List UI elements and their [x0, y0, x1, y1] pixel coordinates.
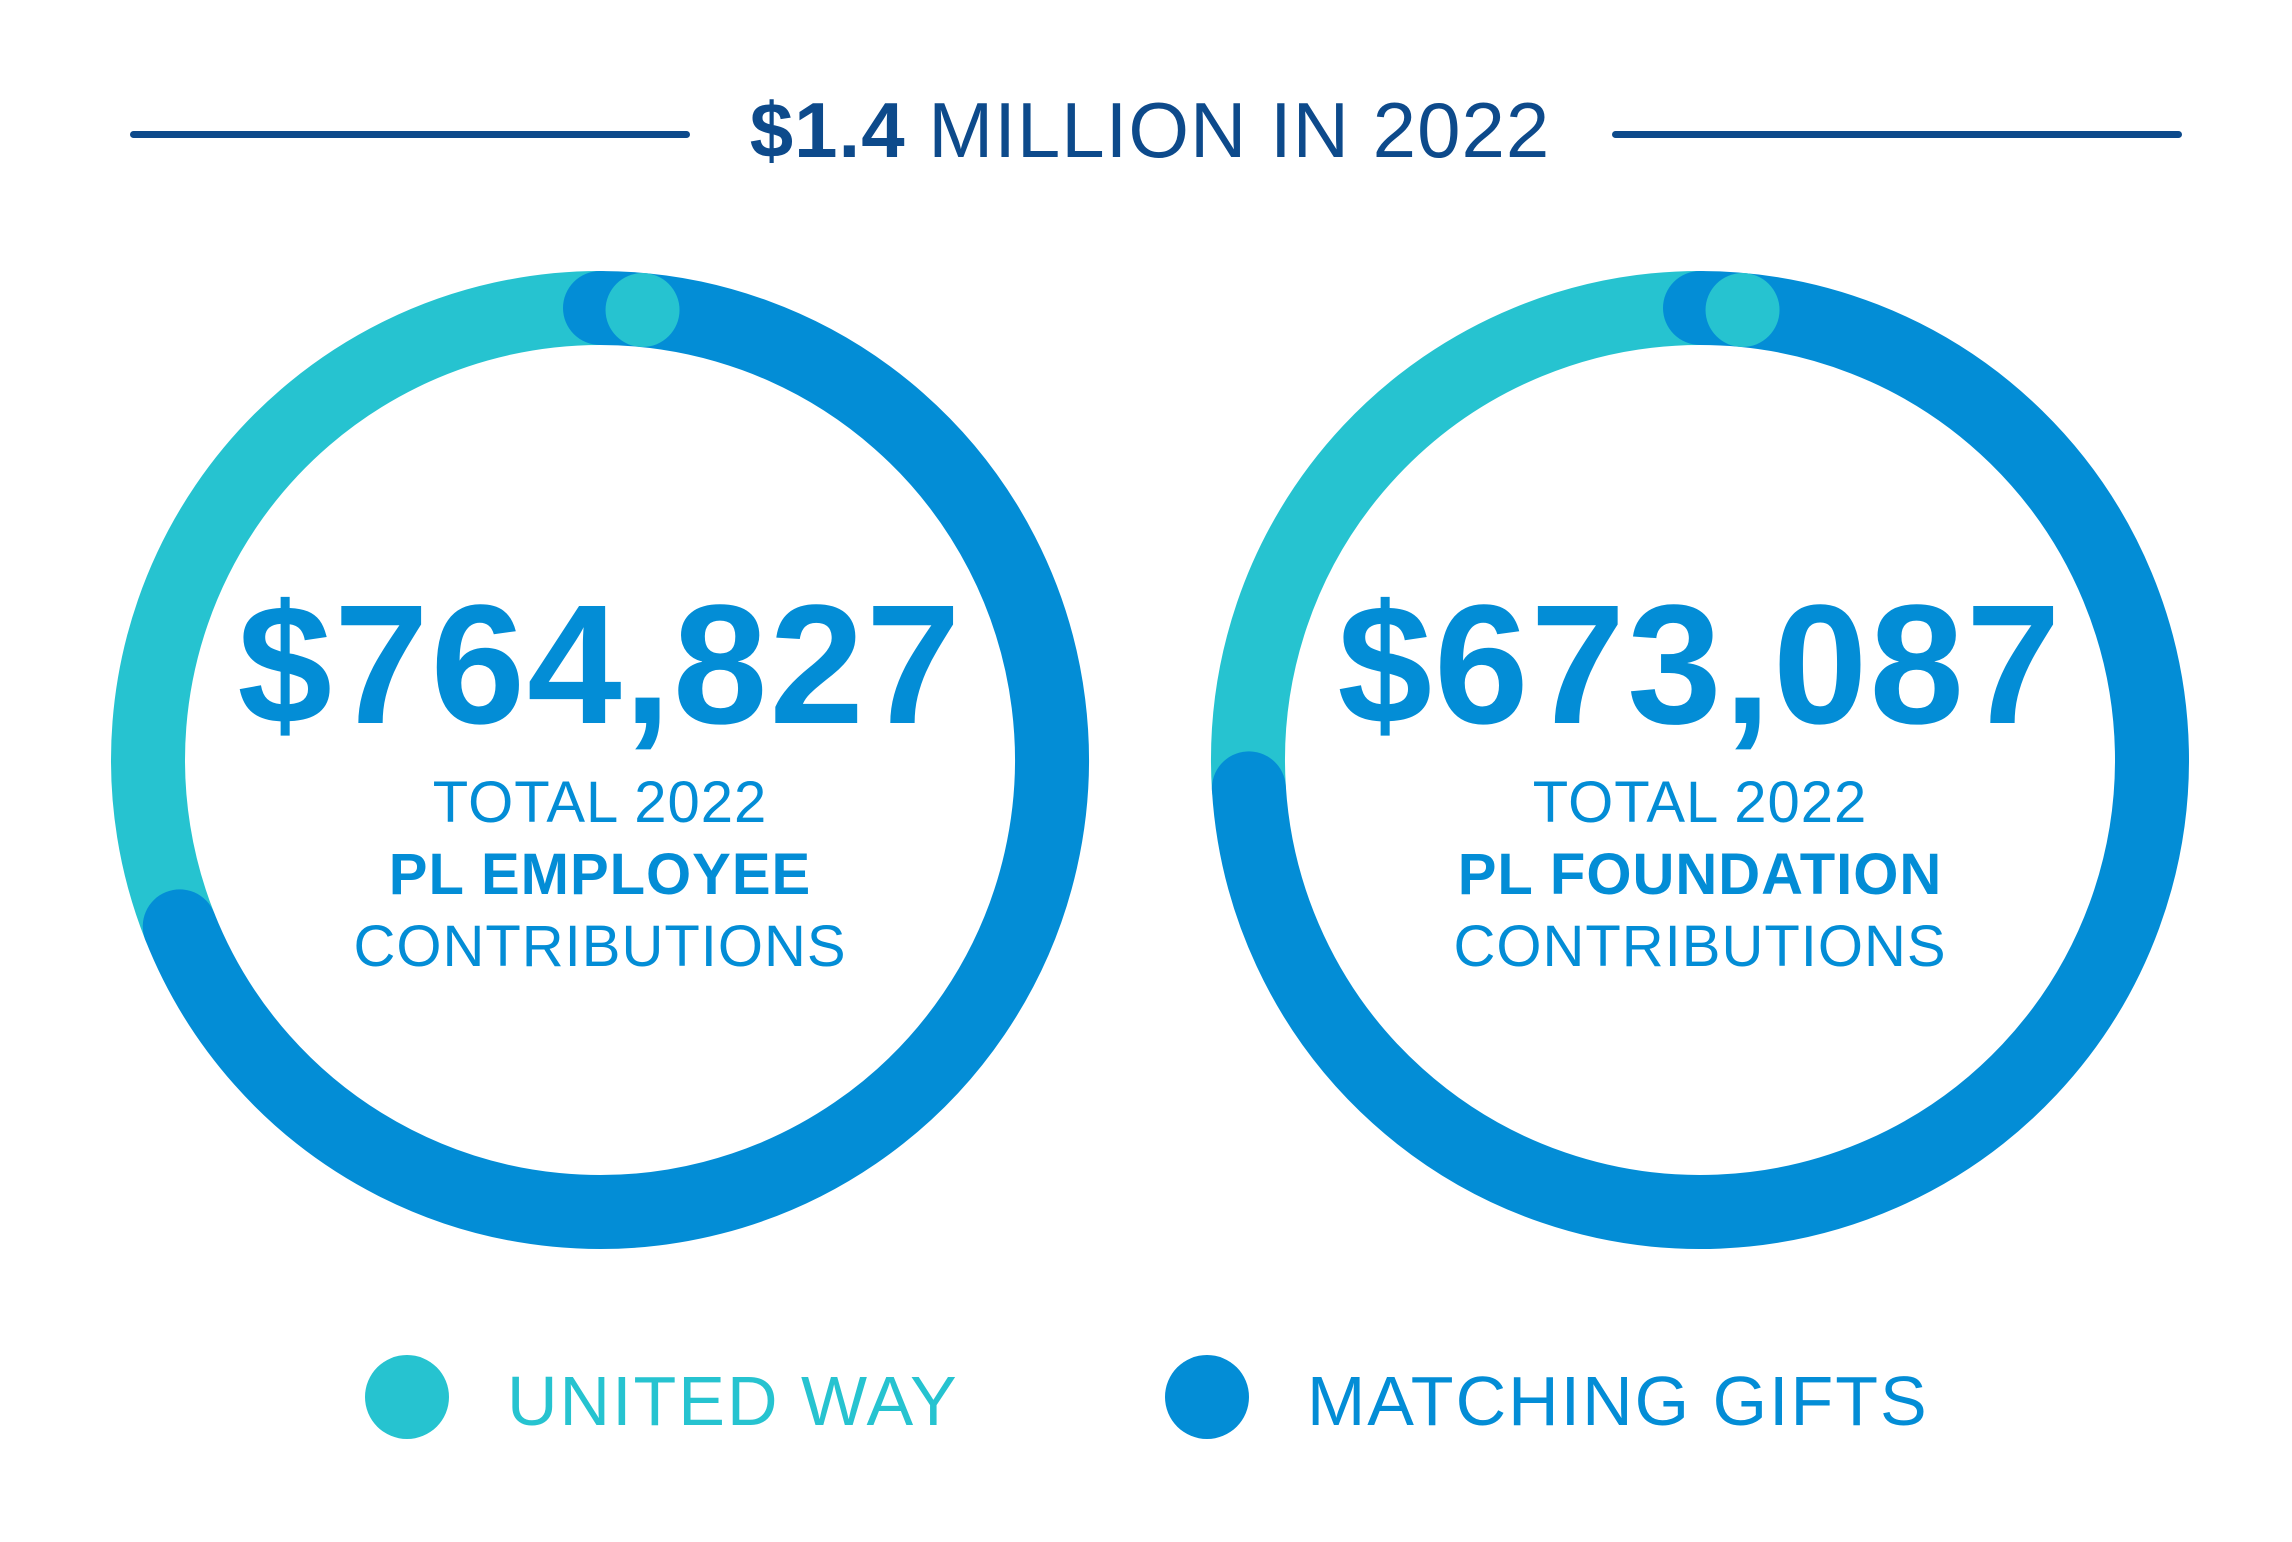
- title-text: MILLION IN 2022: [905, 86, 1551, 174]
- employee-total-amount: $764,827: [237, 570, 963, 760]
- header: $1.4 MILLION IN 2022: [0, 90, 2292, 170]
- legend-swatch-matching-gifts: [1165, 1355, 1249, 1439]
- page-title: $1.4 MILLION IN 2022: [700, 90, 1600, 170]
- foundation-total-amount: $673,087: [1337, 570, 2063, 760]
- donut-slice-cap-united-way: [605, 273, 680, 348]
- donut-slice-cap-united-way: [1705, 273, 1780, 348]
- legend-label-matching-gifts: MATCHING GIFTS: [1307, 1362, 1929, 1440]
- donut-slice-matching-gifts: [1211, 271, 2189, 1249]
- employee-label-line2: PL EMPLOYEE: [388, 842, 812, 907]
- foundation-label-line1: TOTAL 2022: [1532, 770, 1868, 835]
- donut-chart-foundation: $673,087 TOTAL 2022 PL FOUNDATION CONTRI…: [1210, 270, 2190, 1250]
- donut-svg-employee: [111, 271, 1089, 1249]
- donut-slice-matching-gifts: [142, 271, 1089, 1249]
- legend-label-united-way: UNITED WAY: [507, 1362, 959, 1440]
- title-amount: $1.4: [749, 86, 906, 174]
- header-rule-left: [130, 131, 690, 138]
- donut-svg-foundation: [1211, 271, 2189, 1249]
- foundation-label-line3: CONTRIBUTIONS: [1453, 914, 1947, 979]
- header-rule-right: [1612, 131, 2182, 138]
- employee-label-line3: CONTRIBUTIONS: [353, 914, 847, 979]
- employee-label-line1: TOTAL 2022: [432, 770, 768, 835]
- donut-slice-united-way: [111, 271, 637, 964]
- legend-swatch-united-way: [365, 1355, 449, 1439]
- foundation-label-line2: PL FOUNDATION: [1457, 842, 1943, 907]
- donut-chart-employee: $764,827 TOTAL 2022 PL EMPLOYEE CONTRIBU…: [110, 270, 1090, 1250]
- donut-slice-united-way: [1211, 271, 1737, 826]
